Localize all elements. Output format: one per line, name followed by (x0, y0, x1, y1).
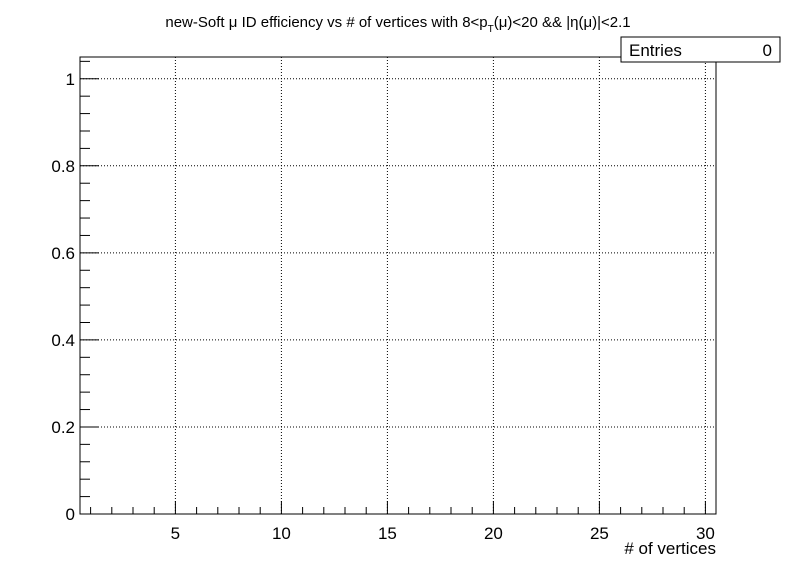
title-mu3: μ (583, 14, 592, 31)
title-after-mu2: )<20 && |η( (507, 14, 583, 31)
x-tick-label: 25 (590, 524, 609, 543)
title-after-subscript: ( (494, 14, 499, 31)
tick-labels: 5 10 15 20 25 30 0 0.2 0.4 0.6 0.8 1 (51, 70, 715, 543)
x-tick-label: 20 (484, 524, 503, 543)
y-tick-label: 0.8 (51, 157, 75, 176)
y-tick-label: 0.4 (51, 331, 75, 350)
stats-entries-value: 0 (763, 41, 772, 60)
stats-entries-label: Entries (629, 41, 682, 60)
x-tick-label: 5 (171, 524, 180, 543)
grid-lines (80, 57, 716, 515)
title-mu: μ (229, 14, 238, 31)
x-tick-label: 15 (378, 524, 397, 543)
y-tick-label: 0.2 (51, 418, 75, 437)
x-axis-title: # of vertices (624, 539, 716, 558)
plot-frame (79, 56, 717, 515)
title-subscript: T (488, 24, 494, 35)
axis-ticks (80, 60, 706, 515)
stats-box-frame (620, 36, 781, 63)
y-tick-label: 0.6 (51, 244, 75, 263)
title-prefix: new-Soft (165, 14, 228, 31)
title-suffix: )|<2.1 (592, 14, 631, 31)
chart-title: new-Soft μ ID efficiency vs # of vertice… (165, 14, 630, 35)
x-tick-label: 10 (272, 524, 291, 543)
x-tick-label: 30 (696, 524, 715, 543)
title-mid: ID efficiency vs # of vertices with 8<p (237, 14, 487, 31)
y-tick-label: 1 (66, 70, 75, 89)
y-tick-label: 0 (66, 505, 75, 524)
stats-box: Entries 0 (620, 36, 781, 63)
title-mu2: μ (499, 14, 508, 31)
